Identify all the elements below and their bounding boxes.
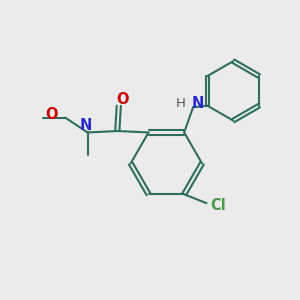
Text: Cl: Cl bbox=[210, 198, 226, 213]
Text: N: N bbox=[191, 96, 204, 111]
Text: O: O bbox=[46, 106, 58, 122]
Text: H: H bbox=[176, 97, 186, 110]
Text: N: N bbox=[80, 118, 92, 134]
Text: O: O bbox=[116, 92, 129, 107]
